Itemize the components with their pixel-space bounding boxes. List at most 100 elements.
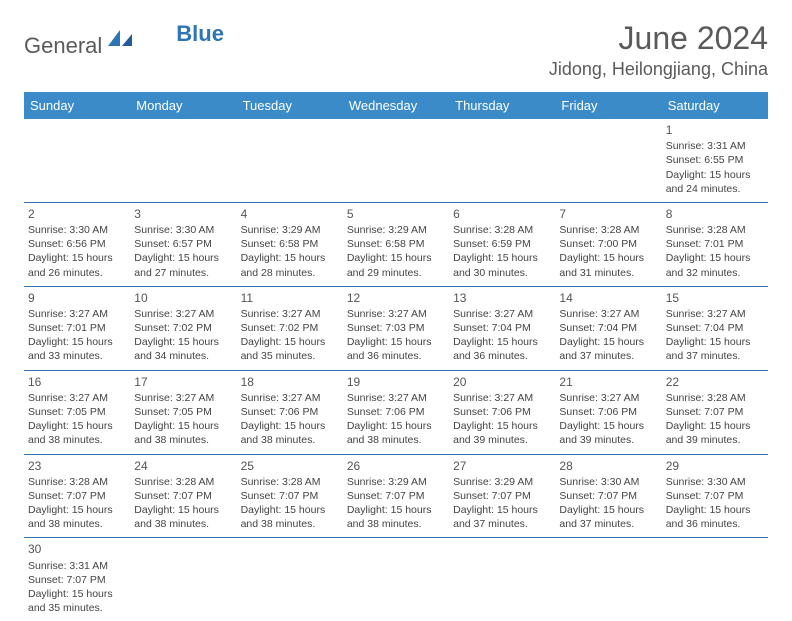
day-number: 6 [453, 206, 551, 222]
day-header: Thursday [449, 92, 555, 119]
daylight-text: Daylight: 15 hours and 39 minutes. [453, 419, 551, 447]
sunrise-text: Sunrise: 3:28 AM [559, 223, 657, 237]
calendar-day-cell: 1Sunrise: 3:31 AMSunset: 6:55 PMDaylight… [662, 119, 768, 202]
day-number: 27 [453, 458, 551, 474]
day-number: 19 [347, 374, 445, 390]
daylight-text: Daylight: 15 hours and 35 minutes. [28, 587, 126, 615]
sunset-text: Sunset: 7:07 PM [453, 489, 551, 503]
calendar-day-cell: 6Sunrise: 3:28 AMSunset: 6:59 PMDaylight… [449, 202, 555, 286]
calendar-day-cell: 10Sunrise: 3:27 AMSunset: 7:02 PMDayligh… [130, 286, 236, 370]
daylight-text: Daylight: 15 hours and 38 minutes. [134, 419, 232, 447]
sunset-text: Sunset: 7:05 PM [134, 405, 232, 419]
calendar-day-cell: 7Sunrise: 3:28 AMSunset: 7:00 PMDaylight… [555, 202, 661, 286]
calendar-day-cell: 8Sunrise: 3:28 AMSunset: 7:01 PMDaylight… [662, 202, 768, 286]
sunrise-text: Sunrise: 3:28 AM [134, 475, 232, 489]
day-number: 8 [666, 206, 764, 222]
sunset-text: Sunset: 7:00 PM [559, 237, 657, 251]
logo-text-blue: Blue [176, 21, 224, 47]
day-header: Saturday [662, 92, 768, 119]
daylight-text: Daylight: 15 hours and 38 minutes. [241, 419, 339, 447]
daylight-text: Daylight: 15 hours and 35 minutes. [241, 335, 339, 363]
day-number: 17 [134, 374, 232, 390]
daylight-text: Daylight: 15 hours and 30 minutes. [453, 251, 551, 279]
day-number: 24 [134, 458, 232, 474]
sunrise-text: Sunrise: 3:29 AM [347, 475, 445, 489]
calendar-day-cell: 30 Sunrise: 3:31 AMSunset: 7:07 PMDayligh… [24, 538, 130, 621]
daylight-text: Daylight: 15 hours and 33 minutes. [28, 335, 126, 363]
day-number: 7 [559, 206, 657, 222]
sunset-text: Sunset: 7:06 PM [241, 405, 339, 419]
day-number: 21 [559, 374, 657, 390]
day-number: 9 [28, 290, 126, 306]
sunset-text: Sunset: 7:01 PM [666, 237, 764, 251]
daylight-text: Daylight: 15 hours and 24 minutes. [666, 168, 764, 196]
calendar-empty-cell [24, 119, 130, 202]
day-number: 20 [453, 374, 551, 390]
calendar-week-row: 30 Sunrise: 3:31 AMSunset: 7:07 PMDayligh… [24, 538, 768, 621]
sunrise-text: Sunrise: 3:30 AM [666, 475, 764, 489]
month-title: June 2024 [549, 20, 768, 57]
sunset-text: Sunset: 7:07 PM [134, 489, 232, 503]
sunrise-text: Sunrise: 3:27 AM [134, 307, 232, 321]
day-number: 2 [28, 206, 126, 222]
calendar-day-cell: 16Sunrise: 3:27 AMSunset: 7:05 PMDayligh… [24, 370, 130, 454]
sunrise-text: Sunrise: 3:27 AM [241, 307, 339, 321]
sunset-text: Sunset: 7:04 PM [559, 321, 657, 335]
calendar-day-cell: 25Sunrise: 3:28 AMSunset: 7:07 PMDayligh… [237, 454, 343, 538]
daylight-text: Daylight: 15 hours and 36 minutes. [347, 335, 445, 363]
calendar-empty-cell [662, 538, 768, 621]
day-number: 18 [241, 374, 339, 390]
daylight-text: Daylight: 15 hours and 37 minutes. [453, 503, 551, 531]
calendar-empty-cell [130, 119, 236, 202]
sunrise-text: Sunrise: 3:30 AM [28, 223, 126, 237]
logo-sail-icon [106, 28, 134, 53]
calendar-empty-cell [343, 119, 449, 202]
calendar-empty-cell [555, 538, 661, 621]
sunset-text: Sunset: 7:07 PM [28, 489, 126, 503]
day-number: 23 [28, 458, 126, 474]
calendar-day-cell: 3Sunrise: 3:30 AMSunset: 6:57 PMDaylight… [130, 202, 236, 286]
sunrise-text: Sunrise: 3:27 AM [347, 391, 445, 405]
calendar-empty-cell [130, 538, 236, 621]
sunrise-text: Sunrise: 3:28 AM [666, 223, 764, 237]
sunrise-text: Sunrise: 3:27 AM [559, 307, 657, 321]
sunset-text: Sunset: 7:07 PM [347, 489, 445, 503]
day-header: Friday [555, 92, 661, 119]
sunset-text: Sunset: 7:04 PM [453, 321, 551, 335]
sunset-text: Sunset: 7:06 PM [347, 405, 445, 419]
daylight-text: Daylight: 15 hours and 29 minutes. [347, 251, 445, 279]
day-header: Sunday [24, 92, 130, 119]
sunrise-text: Sunrise: 3:28 AM [453, 223, 551, 237]
calendar-day-cell: 2Sunrise: 3:30 AMSunset: 6:56 PMDaylight… [24, 202, 130, 286]
day-header: Tuesday [237, 92, 343, 119]
daylight-text: Daylight: 15 hours and 38 minutes. [347, 419, 445, 447]
daylight-text: Daylight: 15 hours and 38 minutes. [28, 503, 126, 531]
sunrise-text: Sunrise: 3:29 AM [241, 223, 339, 237]
day-number: 15 [666, 290, 764, 306]
calendar-empty-cell [555, 119, 661, 202]
daylight-text: Daylight: 15 hours and 39 minutes. [666, 419, 764, 447]
sunrise-text: Sunrise: 3:27 AM [559, 391, 657, 405]
calendar-week-row: 23Sunrise: 3:28 AMSunset: 7:07 PMDayligh… [24, 454, 768, 538]
day-number: 13 [453, 290, 551, 306]
sunset-text: Sunset: 7:07 PM [28, 573, 126, 587]
daylight-text: Daylight: 15 hours and 39 minutes. [559, 419, 657, 447]
daylight-text: Daylight: 15 hours and 36 minutes. [666, 503, 764, 531]
daylight-text: Daylight: 15 hours and 27 minutes. [134, 251, 232, 279]
sunrise-text: Sunrise: 3:31 AM [28, 559, 126, 573]
daylight-text: Daylight: 15 hours and 38 minutes. [241, 503, 339, 531]
day-number: 11 [241, 290, 339, 306]
daylight-text: Daylight: 15 hours and 37 minutes. [559, 335, 657, 363]
sunset-text: Sunset: 7:04 PM [666, 321, 764, 335]
sunrise-text: Sunrise: 3:30 AM [559, 475, 657, 489]
day-number: 4 [241, 206, 339, 222]
calendar-day-cell: 21Sunrise: 3:27 AMSunset: 7:06 PMDayligh… [555, 370, 661, 454]
calendar-empty-cell [449, 119, 555, 202]
calendar-day-cell: 27Sunrise: 3:29 AMSunset: 7:07 PMDayligh… [449, 454, 555, 538]
day-number: 30 [28, 541, 126, 557]
sunrise-text: Sunrise: 3:27 AM [28, 391, 126, 405]
sunrise-text: Sunrise: 3:27 AM [241, 391, 339, 405]
day-number: 14 [559, 290, 657, 306]
calendar-day-cell: 13Sunrise: 3:27 AMSunset: 7:04 PMDayligh… [449, 286, 555, 370]
calendar-day-cell: 12Sunrise: 3:27 AMSunset: 7:03 PMDayligh… [343, 286, 449, 370]
